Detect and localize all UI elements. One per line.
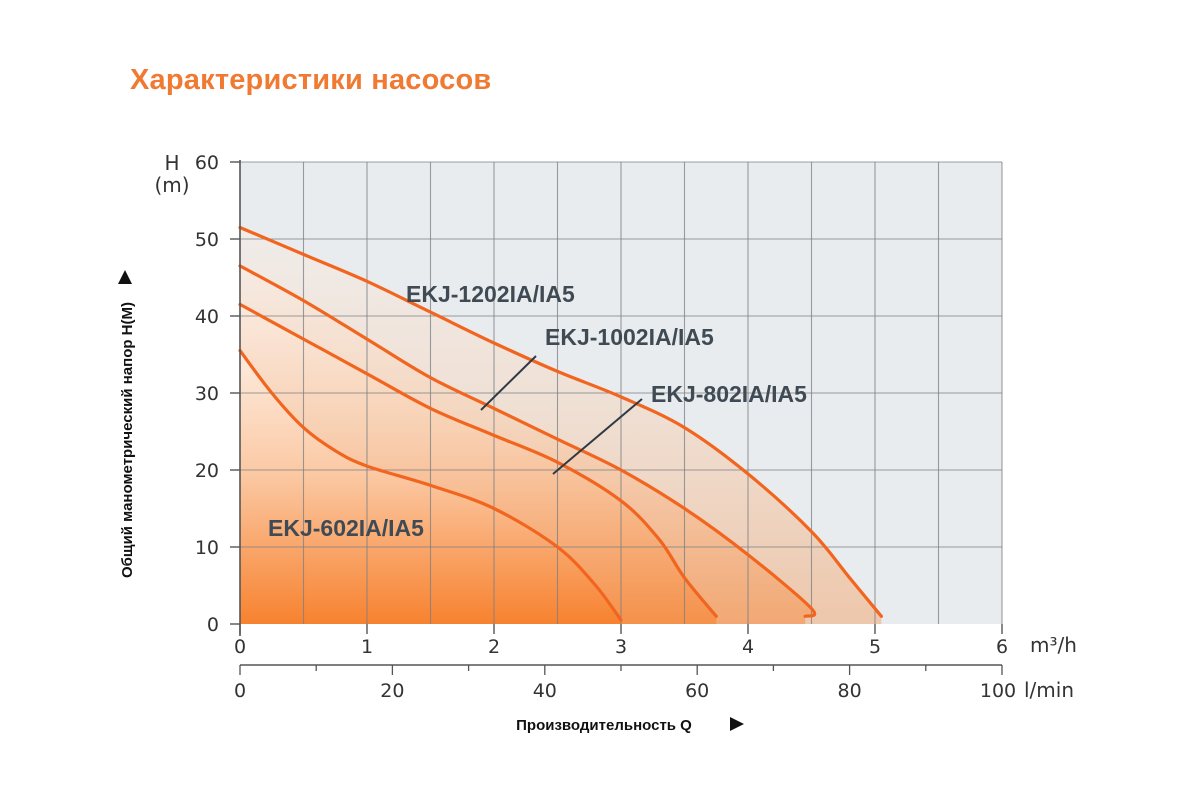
- x-tick-label: 0: [234, 636, 246, 658]
- x-axis-primary-unit: m³/h: [1030, 633, 1077, 657]
- x-tick-label: 6: [996, 636, 1008, 658]
- y-tick-label: 30: [195, 383, 219, 405]
- y-tick-label: 10: [195, 537, 219, 559]
- x-axis-arrow-icon: [730, 717, 744, 731]
- x-axis-secondary-unit: l/min: [1024, 678, 1074, 702]
- y-tick-label: 40: [195, 306, 219, 328]
- series-label-ekj-1002: EKJ-1002IA/IA5: [545, 324, 714, 350]
- series-line: [238, 302, 718, 618]
- secondary-x-tick-label: 0: [234, 680, 246, 702]
- series-line: [238, 349, 623, 622]
- y-axis-arrow-icon: [118, 270, 132, 284]
- x-tick-label: 3: [615, 636, 627, 658]
- series-line: [238, 225, 883, 618]
- leader-line-ekj-802: [552, 398, 643, 475]
- series-label-ekj-602: EKJ-602IA/IA5: [268, 515, 424, 541]
- y-tick-label: 0: [207, 614, 219, 636]
- y-axis-name: H: [164, 151, 179, 175]
- leader-line-ekj-1002: [480, 355, 537, 411]
- series-line: [238, 264, 817, 618]
- y-axis-unit: (m): [154, 173, 189, 197]
- secondary-x-tick-label: 60: [685, 680, 709, 702]
- x-tick-label: 1: [361, 636, 373, 658]
- x-tick-label: 4: [742, 636, 754, 658]
- y-tick-label: 50: [195, 229, 219, 251]
- y-tick-label: 20: [195, 460, 219, 482]
- secondary-x-tick-label: 40: [533, 680, 557, 702]
- series-label-ekj-1202: EKJ-1202IA/IA5: [406, 281, 575, 307]
- y-tick-label: 60: [195, 152, 219, 174]
- secondary-x-tick-label: 20: [380, 680, 404, 702]
- series-label-ekj-802: EKJ-802IA/IA5: [651, 381, 807, 407]
- secondary-x-tick-label: 80: [838, 680, 862, 702]
- curves-layer: [238, 225, 883, 622]
- secondary-x-tick-label: 100: [980, 680, 1016, 702]
- x-tick-label: 5: [869, 636, 881, 658]
- page-title: Характеристики насосов: [130, 64, 492, 96]
- x-tick-label: 2: [488, 636, 500, 658]
- y-axis-title: Общий манометрический напор H(M): [119, 302, 136, 578]
- x-axis-title: Производительность Q: [516, 717, 692, 734]
